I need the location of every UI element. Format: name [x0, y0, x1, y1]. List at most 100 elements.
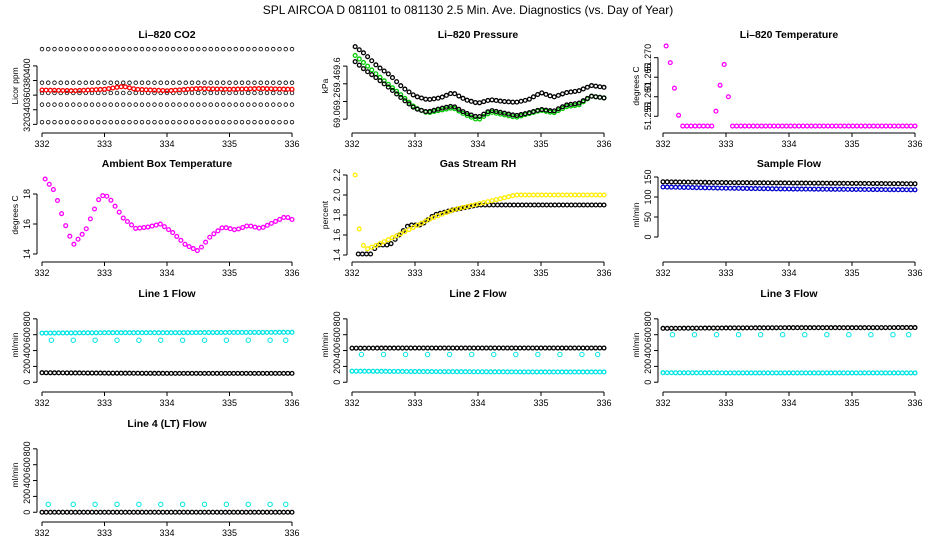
- data-point: [908, 187, 914, 193]
- data-point: [597, 192, 603, 198]
- data-point: [664, 184, 670, 190]
- data-point: [101, 86, 108, 92]
- data-point: [677, 184, 683, 190]
- data-point: [799, 180, 805, 186]
- data-point: [183, 46, 188, 52]
- data-point: [366, 368, 372, 374]
- data-point: [380, 351, 387, 358]
- x-tick-label: 334: [781, 268, 796, 278]
- data-point: [870, 123, 877, 129]
- data-point: [677, 370, 683, 376]
- data-point: [837, 123, 843, 129]
- data-point: [114, 119, 120, 125]
- data-point: [96, 119, 101, 125]
- data-point: [580, 192, 586, 198]
- data-point: [719, 325, 725, 331]
- data-point: [584, 84, 590, 90]
- data-point: [85, 330, 91, 336]
- data-point: [146, 80, 151, 85]
- data-point: [201, 370, 208, 376]
- data-point: [542, 345, 548, 351]
- y-tick-label: 800: [643, 311, 653, 326]
- data-point: [849, 325, 855, 331]
- data-point: [725, 94, 731, 100]
- data-point: [490, 202, 496, 208]
- data-point: [258, 90, 263, 96]
- data-point: [83, 102, 88, 107]
- data-point: [685, 179, 691, 185]
- data-point: [530, 345, 536, 351]
- data-point: [796, 123, 802, 129]
- data-point: [146, 46, 151, 52]
- data-point: [172, 330, 178, 336]
- data-point: [593, 369, 599, 375]
- data-point: [698, 325, 704, 331]
- data-point: [499, 202, 505, 208]
- data-point: [147, 330, 153, 336]
- data-point: [136, 501, 142, 508]
- data-point: [178, 237, 184, 243]
- data-point: [64, 509, 70, 515]
- data-point: [122, 370, 128, 376]
- data-point: [226, 86, 233, 92]
- data-point: [39, 330, 45, 336]
- data-point: [765, 180, 771, 186]
- data-point: [454, 345, 460, 351]
- data-point: [46, 181, 52, 187]
- data-point: [866, 186, 872, 193]
- y-axis-label: ml/min: [320, 332, 330, 357]
- data-point: [221, 90, 226, 96]
- data-point: [402, 229, 408, 235]
- y-tick-label: 400: [643, 343, 653, 358]
- data-point: [245, 337, 251, 343]
- data-point: [189, 86, 195, 92]
- data-point: [782, 325, 788, 331]
- data-point: [567, 369, 573, 375]
- data-point: [156, 509, 162, 515]
- data-point: [202, 90, 207, 96]
- data-point: [48, 337, 55, 343]
- data-point: [668, 184, 674, 190]
- data-point: [845, 180, 851, 186]
- data-point: [197, 330, 203, 336]
- data-point: [441, 345, 447, 351]
- data-point: [845, 186, 851, 192]
- data-point: [883, 325, 889, 331]
- data-point: [593, 345, 599, 351]
- data-point: [101, 509, 108, 515]
- data-point: [246, 90, 251, 96]
- data-point: [601, 95, 607, 101]
- data-point: [75, 236, 81, 242]
- data-point: [43, 509, 49, 515]
- data-point: [47, 330, 53, 336]
- data-point: [418, 95, 425, 101]
- y-tick-label: 51.255: [643, 103, 653, 131]
- data-point: [435, 213, 441, 219]
- data-point: [523, 202, 529, 208]
- data-point: [177, 119, 182, 125]
- data-point: [493, 97, 499, 104]
- data-point: [258, 102, 263, 107]
- data-point: [754, 123, 760, 129]
- data-point: [172, 370, 178, 376]
- data-point: [667, 60, 673, 66]
- data-point: [190, 246, 196, 252]
- data-point: [862, 325, 868, 331]
- data-point: [251, 329, 258, 335]
- data-point: [222, 509, 228, 515]
- data-point: [247, 370, 253, 376]
- data-point: [601, 192, 607, 198]
- data-point: [542, 369, 548, 375]
- data-point: [845, 325, 851, 331]
- data-point: [698, 179, 704, 185]
- data-point: [794, 325, 800, 331]
- data-point: [593, 94, 599, 100]
- data-point: [283, 80, 288, 85]
- data-point: [836, 370, 842, 376]
- data-point: [681, 179, 687, 185]
- data-point: [799, 325, 805, 331]
- panel-title: Line 4 (LT) Flow: [127, 418, 207, 430]
- data-point: [702, 179, 708, 185]
- data-point: [42, 176, 48, 182]
- data-series-line2-dips: [358, 351, 601, 358]
